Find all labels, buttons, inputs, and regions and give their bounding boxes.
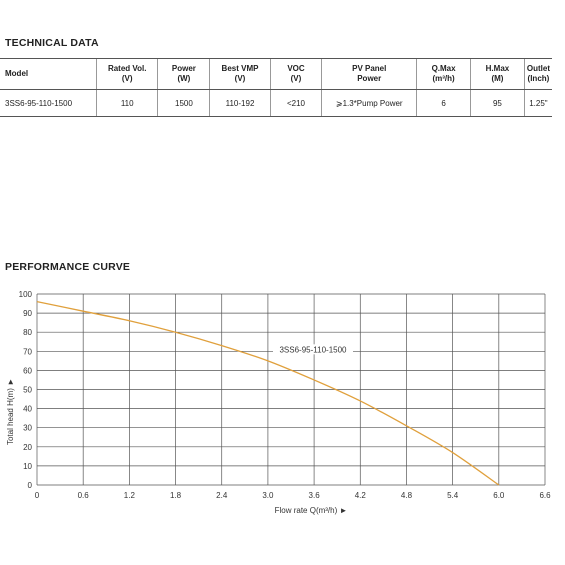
- header-voc: VOC (V): [269, 58, 322, 90]
- x-tick-label: 4.8: [401, 491, 413, 500]
- series-label: 3SS6-95-110-1500: [279, 345, 347, 354]
- cell-rated-voltage: 110: [95, 89, 158, 117]
- y-tick-label: 70: [23, 347, 32, 356]
- cell-h-max: 95: [470, 89, 525, 117]
- header-h-max: H.Max (M): [470, 58, 525, 90]
- performance-chart: 0 0.6 1.2 1.8 2.4 3.0 3.6 4.2 4.8 5.4 6.0 6.6 0 10 20 3…: [6, 290, 551, 515]
- x-axis-label: Flow rate Q(m³/h) ►: [275, 506, 348, 515]
- cell-power: 1500: [157, 89, 210, 117]
- table-row: 3SS6-95-110-1500 110 1500 110-192 <210 ⩾…: [0, 89, 552, 117]
- header-rated-voltage: Rated Vol. (V): [95, 58, 158, 90]
- x-tick-label: 3.6: [309, 491, 321, 500]
- series-label-background: [273, 344, 353, 355]
- x-tick-label: 4.2: [355, 491, 367, 500]
- y-tick-label: 50: [23, 386, 32, 395]
- series-line: [36, 301, 500, 486]
- table-header-row: Model Rated Vol. (V) Power (W) Best VMP (V)…: [0, 58, 552, 90]
- x-tick-label: 6.6: [539, 491, 551, 500]
- header-q-max: Q.Max (m³/h): [416, 58, 471, 90]
- performance-curve-title: PERFORMANCE CURVE: [5, 261, 131, 273]
- x-tick-label: 2.4: [216, 491, 228, 500]
- y-tick-label: 80: [23, 328, 32, 337]
- x-tick-label: 3.0: [262, 491, 274, 500]
- header-model: Model: [0, 58, 97, 90]
- y-tick-label: 90: [23, 309, 32, 318]
- technical-data-title: TECHNICAL DATA: [5, 37, 99, 49]
- chart-grid: [36, 293, 546, 486]
- y-tick-label: 60: [23, 366, 32, 375]
- x-tick-label: 1.8: [170, 491, 182, 500]
- header-pv-panel-power: PV Panel Power: [321, 58, 417, 90]
- chart-series: 3SS6-95-110-1500: [36, 301, 500, 486]
- x-tick-label: 1.2: [124, 491, 136, 500]
- x-tick-label: 6.0: [493, 491, 505, 500]
- y-axis-label: Total head H(m) ►: [6, 378, 15, 445]
- y-tick-label: 0: [28, 481, 33, 490]
- cell-outlet: 1.25": [523, 89, 552, 117]
- cell-best-vmp: 110-192: [209, 89, 271, 117]
- y-tick-label: 40: [23, 405, 32, 414]
- x-tick-label: 0.6: [78, 491, 90, 500]
- x-tick-label: 0: [35, 491, 40, 500]
- cell-voc: <210: [269, 89, 322, 117]
- x-tick-label: 5.4: [447, 491, 459, 500]
- chart-ticks: 0 0.6 1.2 1.8 2.4 3.0 3.6 4.2 4.8 5.4 6.0 6.6 0 10 20 3…: [19, 290, 551, 500]
- cell-pv-panel-power: ⩾1.3*Pump Power: [321, 89, 417, 117]
- cell-q-max: 6: [416, 89, 471, 117]
- y-tick-label: 100: [19, 290, 33, 299]
- header-best-vmp: Best VMP (V): [209, 58, 271, 90]
- header-power: Power (W): [157, 58, 210, 90]
- cell-model: 3SS6-95-110-1500: [0, 89, 97, 117]
- y-tick-label: 10: [23, 462, 32, 471]
- y-tick-label: 20: [23, 443, 32, 452]
- technical-data-table: Model Rated Vol. (V) Power (W) Best VMP (V)…: [0, 58, 552, 117]
- header-outlet: Outlet (Inch): [523, 58, 552, 90]
- y-tick-label: 30: [23, 424, 32, 433]
